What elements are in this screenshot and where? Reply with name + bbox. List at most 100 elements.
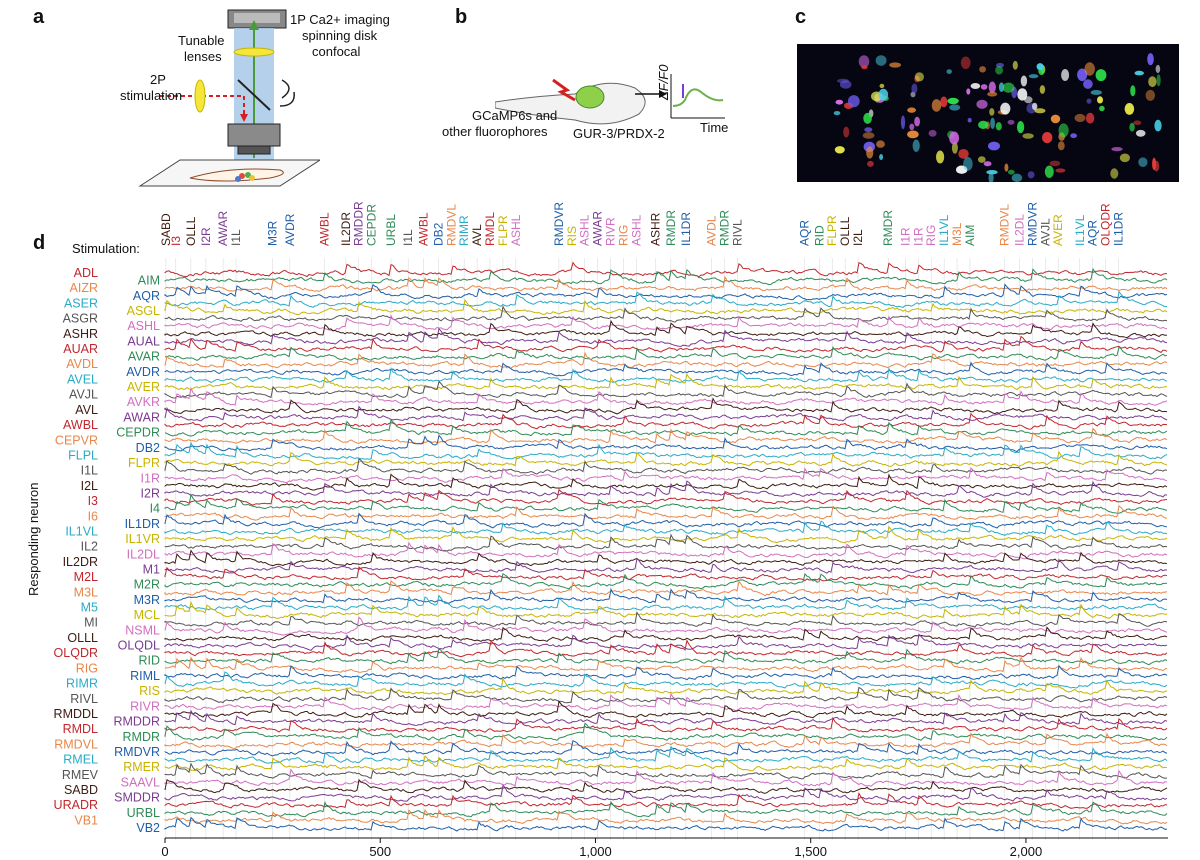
neuron-label-left: AVJL xyxy=(69,388,98,402)
neuron-trace xyxy=(164,351,1168,369)
neuron-trace xyxy=(164,755,1168,772)
neuron-trace xyxy=(164,427,1168,445)
neuron-trace xyxy=(164,656,1168,673)
neuron-trace xyxy=(164,467,1168,484)
cell-nucleus xyxy=(1077,68,1088,82)
cell-nucleus xyxy=(1007,169,1015,175)
cell-nucleus xyxy=(1070,133,1077,139)
neuron-trace xyxy=(164,594,1168,611)
stimulation-label-text: AVER xyxy=(1051,214,1065,246)
neuron-trace xyxy=(164,458,1168,475)
tunable-lens-icon xyxy=(233,47,275,57)
stimulation-label-text: FLPR xyxy=(496,215,510,246)
neuron-label-right: OLQDL xyxy=(118,639,160,653)
neuron-label-right: AVAR xyxy=(128,350,160,364)
neuron-label-left: RIG xyxy=(76,661,98,675)
stimulation-label-text: I1L xyxy=(401,229,415,246)
neuron-label-left: RMDVL xyxy=(54,737,98,751)
imaging-label-3: confocal xyxy=(312,44,361,59)
cell-nucleus xyxy=(1086,98,1092,104)
stimulation-label-text: AVJL xyxy=(1038,218,1052,246)
neuron-label-left: URADR xyxy=(54,798,98,812)
stimulation-label-text: RMDR xyxy=(718,210,732,246)
neuron-trace xyxy=(164,541,1168,560)
stimulation-label-text: RMDVR xyxy=(1025,202,1039,246)
stimulation-label-text: AWAR xyxy=(591,211,605,246)
stimulation-label-text: CEPDR xyxy=(365,204,379,246)
neuron-trace xyxy=(164,386,1168,406)
stimulation-label-text: AVL xyxy=(470,224,484,246)
cell-nucleus xyxy=(946,69,952,74)
cell-nucleus xyxy=(1153,160,1160,172)
neuron-trace xyxy=(164,512,1168,529)
cell-nucleus xyxy=(1124,103,1135,115)
neuron-label-left: RMEV xyxy=(62,768,99,782)
cell-nucleus xyxy=(1034,108,1046,114)
neuron-trace xyxy=(164,611,1168,628)
cell-nucleus xyxy=(1156,74,1161,87)
stimulation-label-text: RIG xyxy=(924,225,938,246)
neuron-trace xyxy=(164,549,1168,567)
stimulation-label-text: RMDL xyxy=(483,212,497,246)
cell-nucleus xyxy=(995,122,1002,131)
neuron-label-left: VB1 xyxy=(74,813,98,827)
neuron-trace xyxy=(164,397,1168,415)
neuron-trace xyxy=(164,434,1168,453)
neuron-trace xyxy=(164,480,1168,498)
neuron-trace xyxy=(164,647,1168,666)
neuron-trace xyxy=(164,639,1168,658)
cell-nucleus xyxy=(1011,173,1023,182)
cell-nucleus xyxy=(889,62,901,68)
cell-nucleus xyxy=(878,88,889,101)
neuron-trace xyxy=(164,686,1168,704)
neuron-trace xyxy=(164,700,1168,719)
cell-nucleus xyxy=(998,82,1005,92)
worm-head-diagram xyxy=(495,74,725,125)
time-label-small: Time xyxy=(700,120,729,135)
neuron-trace xyxy=(164,566,1168,582)
cell-nucleus xyxy=(1017,121,1025,134)
cell-nucleus xyxy=(900,115,906,130)
cell-nucleus xyxy=(1135,129,1146,137)
neuron-trace xyxy=(164,579,1168,597)
neuron-trace xyxy=(164,361,1168,377)
response-trace-icon xyxy=(672,88,724,107)
lenses-label-1: Tunable xyxy=(178,33,225,48)
cell-nucleus xyxy=(907,107,916,113)
neuron-label-left: ADL xyxy=(74,266,98,280)
neuron-trace xyxy=(164,290,1168,308)
fluor-label-2: other fluorophores xyxy=(442,124,548,139)
cell-nucleus xyxy=(963,157,973,171)
x-tick-label: 1,500 xyxy=(794,844,827,859)
neuron-trace xyxy=(164,275,1168,292)
cell-nucleus xyxy=(978,156,986,163)
cell-nucleus xyxy=(1110,168,1119,179)
cell-nucleus xyxy=(1020,75,1028,87)
cell-nucleus xyxy=(1049,160,1061,167)
cell-nucleus xyxy=(914,72,924,82)
cell-nucleus xyxy=(1097,96,1103,104)
cell-nucleus xyxy=(967,117,972,123)
neuron-label-left: M5 xyxy=(81,601,98,615)
cell-nucleus xyxy=(970,83,981,89)
neuron-label-left: I3 xyxy=(88,494,98,508)
neuron-label-right: VB2 xyxy=(136,821,160,835)
stimulation-label-text: OLQDR xyxy=(1099,203,1113,246)
stimulation-label-text: RIS xyxy=(565,226,579,246)
stimulation-label-text: IL1DR xyxy=(1111,212,1125,246)
cell-nucleus xyxy=(947,97,959,105)
dichroic-mirror-icon xyxy=(237,79,271,111)
cell-nucleus xyxy=(980,84,988,90)
neuron-trace xyxy=(164,367,1168,383)
neuron-trace xyxy=(164,778,1168,794)
cell-nucleus xyxy=(949,131,960,145)
cell-nucleus xyxy=(914,116,920,127)
neuron-label-right: DB2 xyxy=(136,441,160,455)
stim-label-1: 2P xyxy=(150,72,166,87)
neuron-trace xyxy=(164,616,1168,636)
neuron-trace xyxy=(164,808,1168,825)
neuron-label-left: I2L xyxy=(81,479,98,493)
cell-nucleus xyxy=(1085,112,1095,124)
neuron-label-right: NSML xyxy=(125,623,160,637)
neuron-trace xyxy=(164,305,1168,323)
